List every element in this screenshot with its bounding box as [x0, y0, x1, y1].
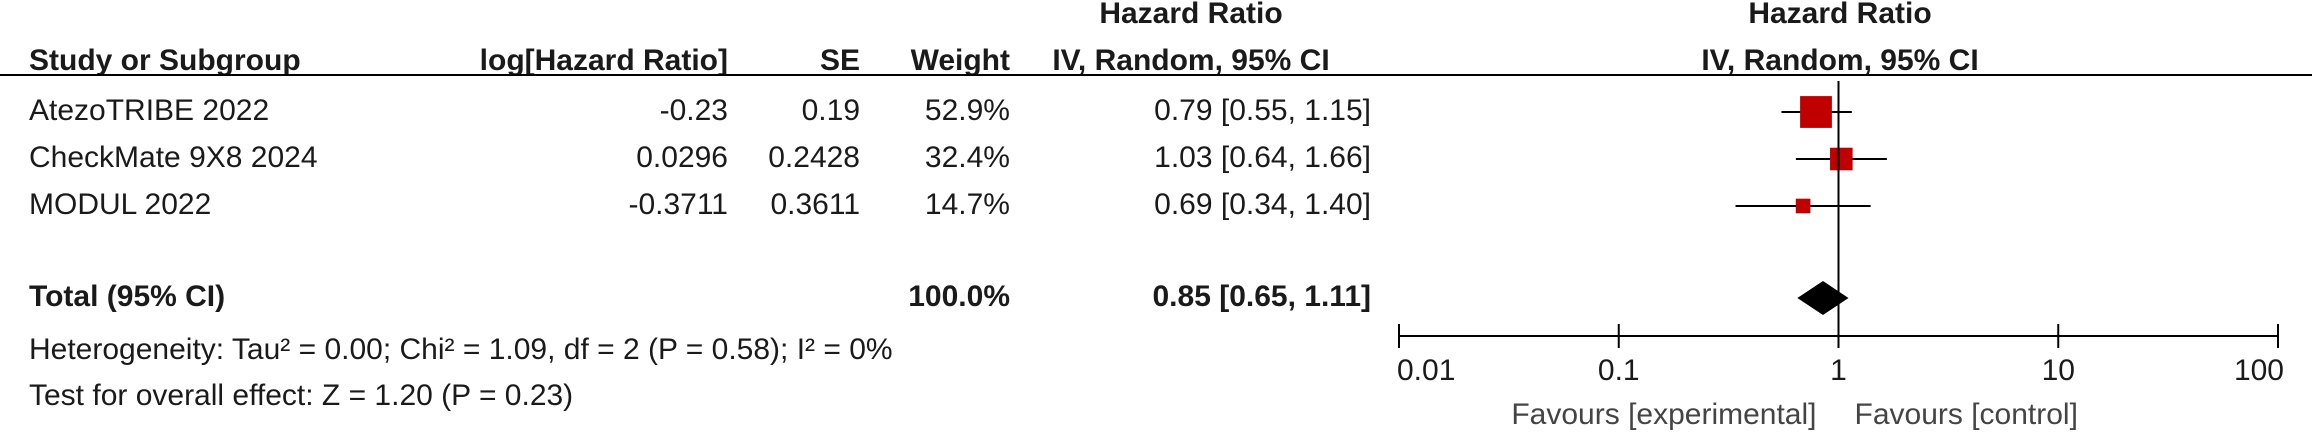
- total-weight: 100.0%: [908, 280, 1010, 313]
- header: Study or Subgroup: [29, 44, 301, 77]
- total-name: Total (95% CI): [29, 280, 225, 313]
- x-tick-label: 1: [1830, 354, 1847, 387]
- hr-ci: 0.79 [0.55, 1.15]: [1154, 94, 1371, 127]
- hr-ci: 1.03 [0.64, 1.66]: [1154, 141, 1371, 174]
- header: IV, Random, 95% CI: [1052, 44, 1329, 77]
- study-name: MODUL 2022: [29, 188, 211, 221]
- x-tick-label: 100: [2234, 354, 2284, 387]
- header: Hazard Ratio: [1099, 0, 1282, 30]
- favours-left: Favours [experimental]: [1511, 398, 1816, 431]
- favours-right: Favours [control]: [1855, 398, 2078, 431]
- header: Hazard Ratio: [1748, 0, 1931, 30]
- header: SE: [820, 44, 860, 77]
- x-tick-label: 10: [2042, 354, 2075, 387]
- header: log[Hazard Ratio]: [480, 44, 728, 77]
- se: 0.19: [802, 94, 860, 127]
- x-tick-label: 0.01: [1397, 354, 1455, 387]
- weight: 32.4%: [925, 141, 1010, 174]
- study-name: AtezoTRIBE 2022: [29, 94, 269, 127]
- study-name: CheckMate 9X8 2024: [29, 141, 318, 174]
- header: IV, Random, 95% CI: [1701, 44, 1978, 77]
- se: 0.3611: [770, 188, 860, 221]
- total-hr-ci: 0.85 [0.65, 1.11]: [1153, 280, 1372, 313]
- total-diamond: [1797, 281, 1849, 315]
- weight: 52.9%: [925, 94, 1010, 127]
- log-hr: -0.23: [660, 94, 728, 127]
- study-square: [1795, 198, 1811, 214]
- x-tick-label: 0.1: [1598, 354, 1640, 387]
- heterogeneity: Heterogeneity: Tau² = 0.00; Chi² = 1.09,…: [29, 333, 893, 366]
- header: Weight: [911, 44, 1010, 77]
- study-square: [1830, 147, 1853, 171]
- overall-effect: Test for overall effect: Z = 1.20 (P = 0…: [29, 379, 573, 412]
- weight: 14.7%: [925, 188, 1010, 221]
- hr-ci: 0.69 [0.34, 1.40]: [1154, 188, 1371, 221]
- log-hr: 0.0296: [636, 141, 728, 174]
- log-hr: -0.3711: [628, 188, 728, 221]
- study-square: [1800, 96, 1832, 128]
- se: 0.2428: [768, 141, 860, 174]
